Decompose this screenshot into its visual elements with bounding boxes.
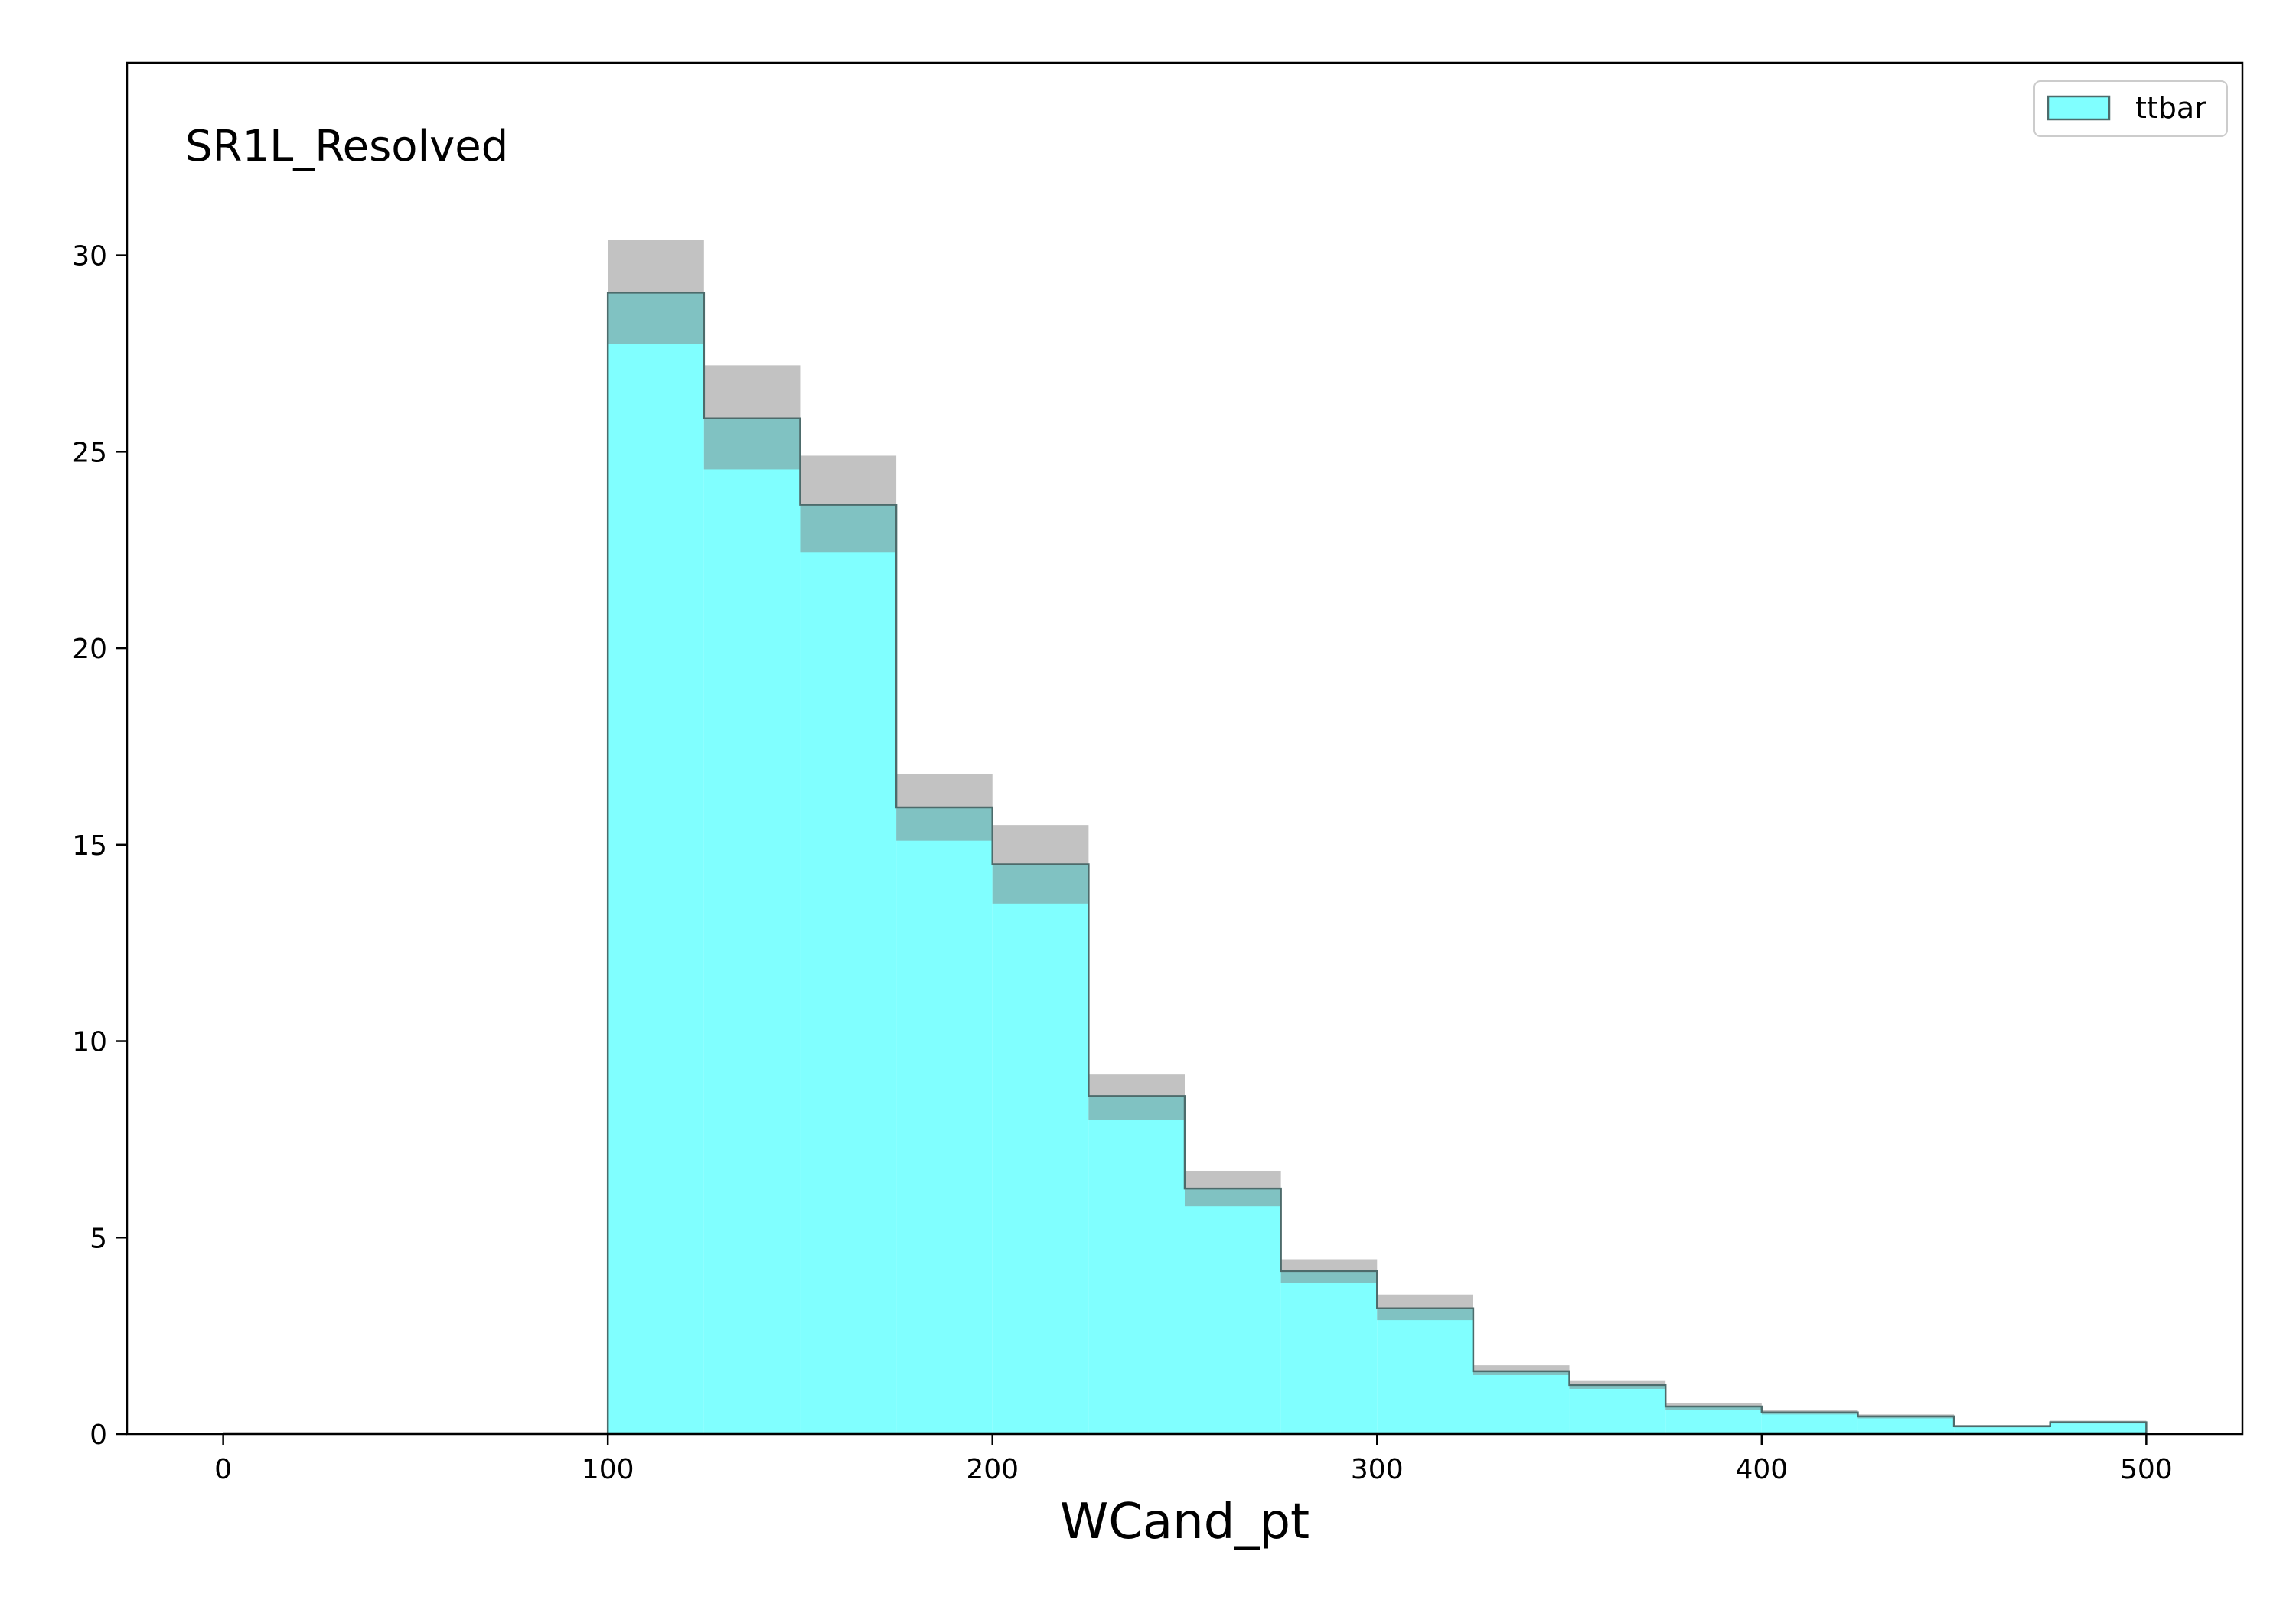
uncertainty-band <box>703 365 801 470</box>
region-label: SR1L_Resolved <box>185 122 508 171</box>
x-tick-label: 500 <box>2120 1454 2173 1485</box>
legend-swatch-ttbar <box>2047 95 2111 121</box>
uncertainty-band <box>1473 1365 1570 1375</box>
bin-bar <box>608 292 704 1435</box>
y-axis: 0 5 10 15 20 25 30 <box>72 241 127 1451</box>
x-tick-label: 0 <box>214 1454 232 1485</box>
uncertainty-band <box>800 455 897 553</box>
x-tick-label: 300 <box>1351 1454 1404 1485</box>
uncertainty-band <box>1088 1074 1185 1120</box>
bin-bar <box>800 504 897 1435</box>
x-tick-label: 200 <box>966 1454 1019 1485</box>
bin-bar <box>1377 1308 1473 1434</box>
bin-bar <box>1569 1384 1666 1434</box>
bin-bar <box>992 864 1089 1434</box>
plot-area <box>223 240 2148 1435</box>
y-tick-label: 20 <box>72 634 107 665</box>
uncertainty-band <box>608 240 704 344</box>
bin-bar <box>703 418 801 1434</box>
legend-label-ttbar: ttbar <box>2135 91 2206 125</box>
histogram-outline <box>606 292 2148 1434</box>
y-tick-label: 30 <box>72 241 107 272</box>
y-tick-label: 10 <box>72 1027 107 1058</box>
bin-bar <box>2050 1422 2147 1434</box>
x-axis-title: WCand_pt <box>1060 1494 1309 1550</box>
x-axis: 0 100 200 300 400 500 <box>214 1434 2173 1485</box>
bin-bar <box>896 807 993 1434</box>
legend-box <box>2033 80 2228 137</box>
bin-bar <box>1665 1407 1762 1434</box>
y-tick-label: 0 <box>90 1420 107 1451</box>
x-tick-label: 100 <box>582 1454 634 1485</box>
bin-bar <box>1954 1426 2050 1434</box>
bin-bar <box>1088 1096 1185 1434</box>
bin-bar <box>1473 1371 1570 1434</box>
y-tick-label: 15 <box>72 830 107 862</box>
y-tick-label: 5 <box>90 1223 107 1254</box>
x-tick-label: 400 <box>1735 1454 1788 1485</box>
y-tick-label: 25 <box>72 437 107 468</box>
bin-bar <box>1280 1270 1378 1434</box>
bin-bar <box>1761 1412 1858 1434</box>
uncertainty-band <box>1377 1294 1473 1321</box>
bin-bar <box>1857 1416 1955 1434</box>
axes-frame <box>126 61 2244 1436</box>
bin-bar <box>1185 1188 1281 1434</box>
legend: ttbar <box>2033 80 2228 137</box>
